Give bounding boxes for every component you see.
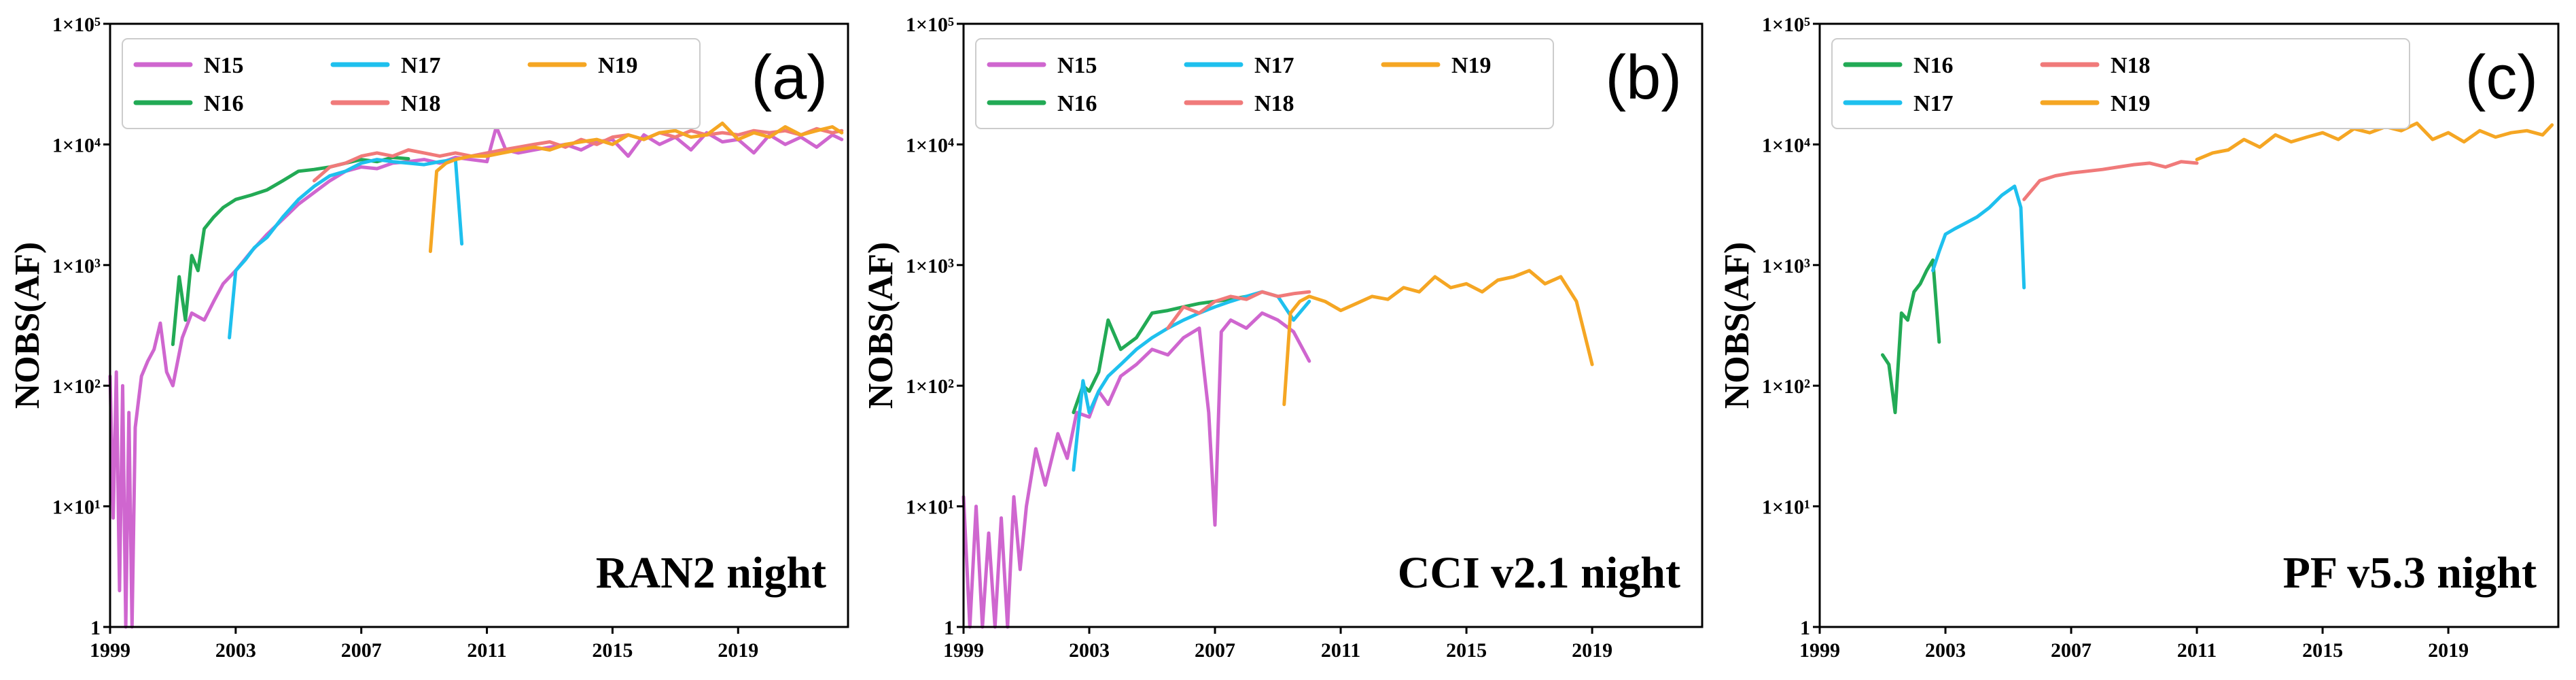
x-tick-label: 2007 xyxy=(2051,639,2092,662)
legend-label-n17: N17 xyxy=(401,53,441,78)
panel-title: CCI v2.1 night xyxy=(1398,548,1680,598)
legend-label-n15: N15 xyxy=(204,53,244,78)
y-tick-label: 1×10¹ xyxy=(52,496,101,519)
plot-frame xyxy=(962,22,1704,628)
chart-panel-1: 1999 2003 2007 2011 2015 2019 1 1×10¹ 1×10² 1×10³… xyxy=(8,14,849,662)
legend-label-n16: N16 xyxy=(1913,53,1954,78)
legend: N15 N16 N17 N18 N19 xyxy=(975,38,1554,129)
y-tick-label: 1×10² xyxy=(52,375,101,398)
legend-label-n18: N18 xyxy=(401,91,441,116)
x-tick-label: 2003 xyxy=(1925,639,1966,662)
y-tick-label: 1×10⁴ xyxy=(52,134,101,156)
series-line-n19 xyxy=(1282,269,1594,407)
y-tick-label: 1×10⁴ xyxy=(906,134,954,156)
panel-title: RAN2 night xyxy=(596,548,826,598)
panel-letter: (b) xyxy=(1606,43,1682,112)
panel-title: PF v5.3 night xyxy=(2283,548,2537,598)
chart-panel-3: 1999 2003 2007 2011 2015 2019 1 1×10¹ 1×10² 1×10³… xyxy=(1718,14,2560,662)
panel-letter: (a) xyxy=(752,43,828,112)
x-tick-label: 2019 xyxy=(1572,639,1612,662)
y-tick-label: 1×10³ xyxy=(906,255,954,277)
y-tick-label: 1×10⁵ xyxy=(52,14,101,36)
series-line-n19 xyxy=(2195,121,2554,162)
legend-label-n18: N18 xyxy=(1254,91,1294,116)
panel-letter: (c) xyxy=(2465,43,2538,112)
plot-frame xyxy=(1818,22,2560,628)
x-tick-label: 1999 xyxy=(1799,639,1840,662)
x-tick-label: 2003 xyxy=(1069,639,1110,662)
legend-label-n17: N17 xyxy=(1254,53,1294,78)
y-tick-label: 1 xyxy=(1800,617,1810,639)
series-line-n18 xyxy=(2022,160,2199,201)
x-tick-label: 1999 xyxy=(943,639,984,662)
legend: N15 N16 N17 N18 N19 xyxy=(122,38,701,129)
y-axis-label: NOBS(AF) xyxy=(1718,242,1757,409)
legend-label-n19: N19 xyxy=(2111,91,2151,116)
series-group xyxy=(108,121,844,629)
series-line-n17 xyxy=(1931,184,2026,290)
x-tick-label: 2003 xyxy=(215,639,256,662)
x-tick-label: 2019 xyxy=(718,639,758,662)
y-tick-label: 1×10¹ xyxy=(1762,496,1810,519)
x-tick-label: 2015 xyxy=(1446,639,1487,662)
series-line-n17 xyxy=(228,158,464,340)
x-tick-label: 2007 xyxy=(1195,639,1235,662)
series-group xyxy=(961,269,1594,629)
y-tick-label: 1×10¹ xyxy=(906,496,954,519)
legend-box xyxy=(975,38,1554,129)
y-tick-label: 1 xyxy=(944,617,954,639)
legend-label-n17: N17 xyxy=(1913,91,1954,116)
series-line-n19 xyxy=(428,121,844,254)
x-tick-label: 2011 xyxy=(467,639,506,662)
y-tick-label: 1×10⁵ xyxy=(1762,14,1810,36)
x-tick-label: 2007 xyxy=(341,639,382,662)
series-line-n18 xyxy=(1166,290,1311,330)
legend-box xyxy=(1831,38,2410,129)
legend-box xyxy=(122,38,701,129)
legend-label-n15: N15 xyxy=(1057,53,1097,78)
legend-label-n19: N19 xyxy=(598,53,638,78)
legend: N16 N17 N18 N19 xyxy=(1831,38,2410,129)
x-tick-label: 2011 xyxy=(2177,639,2217,662)
legend-label-n18: N18 xyxy=(2111,53,2151,78)
chart-panel-2: 1999 2003 2007 2011 2015 2019 1 1×10¹ 1×10² 1×10³… xyxy=(862,14,1704,662)
y-tick-label: 1 xyxy=(90,617,101,639)
y-axis-label: NOBS(AF) xyxy=(8,242,47,409)
series-line-n16 xyxy=(1881,258,1941,415)
y-tick-label: 1×10⁴ xyxy=(1762,134,1810,156)
legend-label-n16: N16 xyxy=(204,91,244,116)
y-tick-label: 1×10³ xyxy=(1762,255,1810,277)
x-tick-label: 2011 xyxy=(1321,639,1360,662)
series-line-n18 xyxy=(312,126,844,183)
y-tick-label: 1×10⁵ xyxy=(906,14,954,36)
y-axis-label: NOBS(AF) xyxy=(862,242,900,409)
x-tick-label: 2015 xyxy=(2302,639,2343,662)
x-tick-label: 2015 xyxy=(592,639,633,662)
y-tick-label: 1×10³ xyxy=(52,255,101,277)
legend-label-n19: N19 xyxy=(1451,53,1492,78)
plot-frame xyxy=(109,22,849,628)
y-tick-label: 1×10² xyxy=(906,375,954,398)
series-line-n15 xyxy=(961,311,1311,629)
y-tick-label: 1×10² xyxy=(1762,375,1810,398)
series-line-n16 xyxy=(171,156,410,346)
legend-label-n16: N16 xyxy=(1057,91,1097,116)
x-tick-label: 2019 xyxy=(2428,639,2469,662)
x-tick-label: 1999 xyxy=(90,639,130,662)
series-group xyxy=(1881,121,2554,415)
